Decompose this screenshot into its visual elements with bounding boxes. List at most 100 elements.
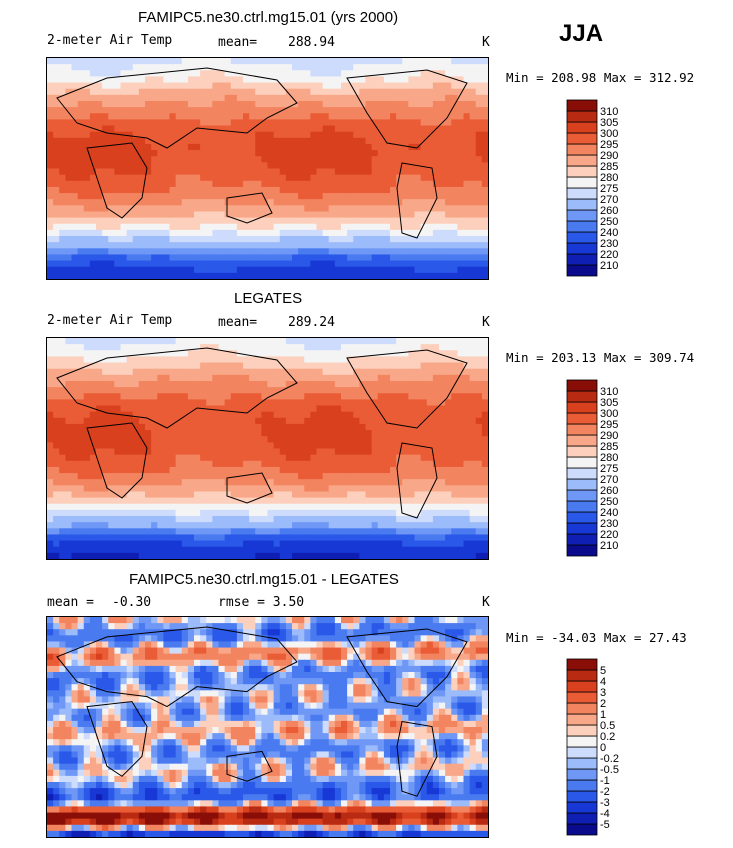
grid-cell [59,76,66,84]
grid-cell [322,180,330,188]
grid-cell [285,387,293,394]
grid-cell [457,180,465,188]
grid-cell [71,387,79,394]
grid-cell [243,473,250,480]
grid-cell [420,199,428,206]
grid-cell [187,380,195,388]
grid-cell [463,64,471,71]
grid-cell [96,248,103,256]
grid-cell [96,350,103,358]
grid-cell [322,405,330,413]
grid-cell [390,186,397,194]
grid-cell [126,393,134,400]
grid-cell [243,58,250,65]
grid-cell [304,528,311,536]
grid-cell [292,143,299,151]
grid-cell [469,217,477,225]
grid-cell [481,387,488,394]
grid-cell [169,211,177,219]
grid-cell [53,522,60,529]
grid-cell [390,436,397,443]
grid-cell [194,82,201,90]
grid-cell [353,125,360,133]
grid-cell [457,350,465,358]
grid-cell [132,516,140,523]
grid-cell [175,454,183,462]
grid-cell [341,522,348,529]
colorbar-swatch [566,165,598,178]
grid-cell [200,503,207,511]
grid-cell [451,368,458,376]
grid-cell [371,430,379,437]
grid-cell [163,186,171,194]
grid-cell [469,522,477,529]
grid-cell [414,503,422,511]
grid-cell [304,497,311,505]
grid-cell [200,150,207,157]
grid-cell [89,374,97,382]
grid-cell [175,156,183,163]
grid-cell [89,266,97,274]
grid-cell [402,88,409,96]
grid-cell [475,362,483,370]
grid-cell [279,131,287,139]
grid-cell [261,344,269,351]
grid-cell [420,76,428,84]
grid-cell [77,186,85,194]
grid-cell [304,119,311,127]
grid-cell [371,254,379,262]
grid-cell [481,374,488,382]
grid-cell [316,58,324,65]
grid-cell [420,100,428,108]
grid-cell [194,242,201,249]
grid-cell [402,174,409,182]
grid-cell [59,168,66,176]
grid-cell [267,143,275,151]
grid-cell [206,338,213,345]
grid-cell [120,107,128,114]
grid-cell [47,199,54,206]
grid-cell [236,94,244,102]
grid-cell [267,168,275,176]
grid-cell [298,350,305,358]
grid-cell [304,186,311,194]
grid-cell [298,442,305,450]
grid-cell [175,119,183,127]
grid-cell [83,491,91,499]
grid-cell [151,362,158,370]
grid-cell [426,466,434,474]
grid-cell [481,180,488,188]
grid-cell [310,242,318,249]
grid-cell [267,485,275,493]
grid-cell [359,516,367,523]
grid-cell [463,156,471,163]
grid-cell [457,248,465,256]
grid-cell [426,199,434,206]
grid-cell [108,460,115,468]
grid-cell [304,143,311,151]
grid-cell [181,236,189,243]
grid-cell [243,193,250,200]
grid-cell [457,387,465,394]
grid-cell [292,497,299,505]
grid-cell [383,156,391,163]
grid-cell [77,344,85,351]
grid-cell [445,64,452,71]
grid-cell [463,454,471,462]
grid-cell [371,485,379,493]
panel-1-map-plot [47,58,488,279]
grid-cell [383,82,391,90]
grid-cell [102,211,109,219]
grid-cell [59,454,66,462]
grid-cell [439,338,446,345]
grid-cell [181,405,189,413]
grid-cell [328,479,336,486]
grid-cell [243,338,250,345]
grid-cell [206,509,213,517]
grid-cell [249,423,256,431]
grid-cell [187,423,195,431]
grid-cell [316,399,324,407]
grid-cell [114,522,122,529]
panel-1-mean-value: 288.94 [288,35,335,50]
grid-cell [96,442,103,450]
